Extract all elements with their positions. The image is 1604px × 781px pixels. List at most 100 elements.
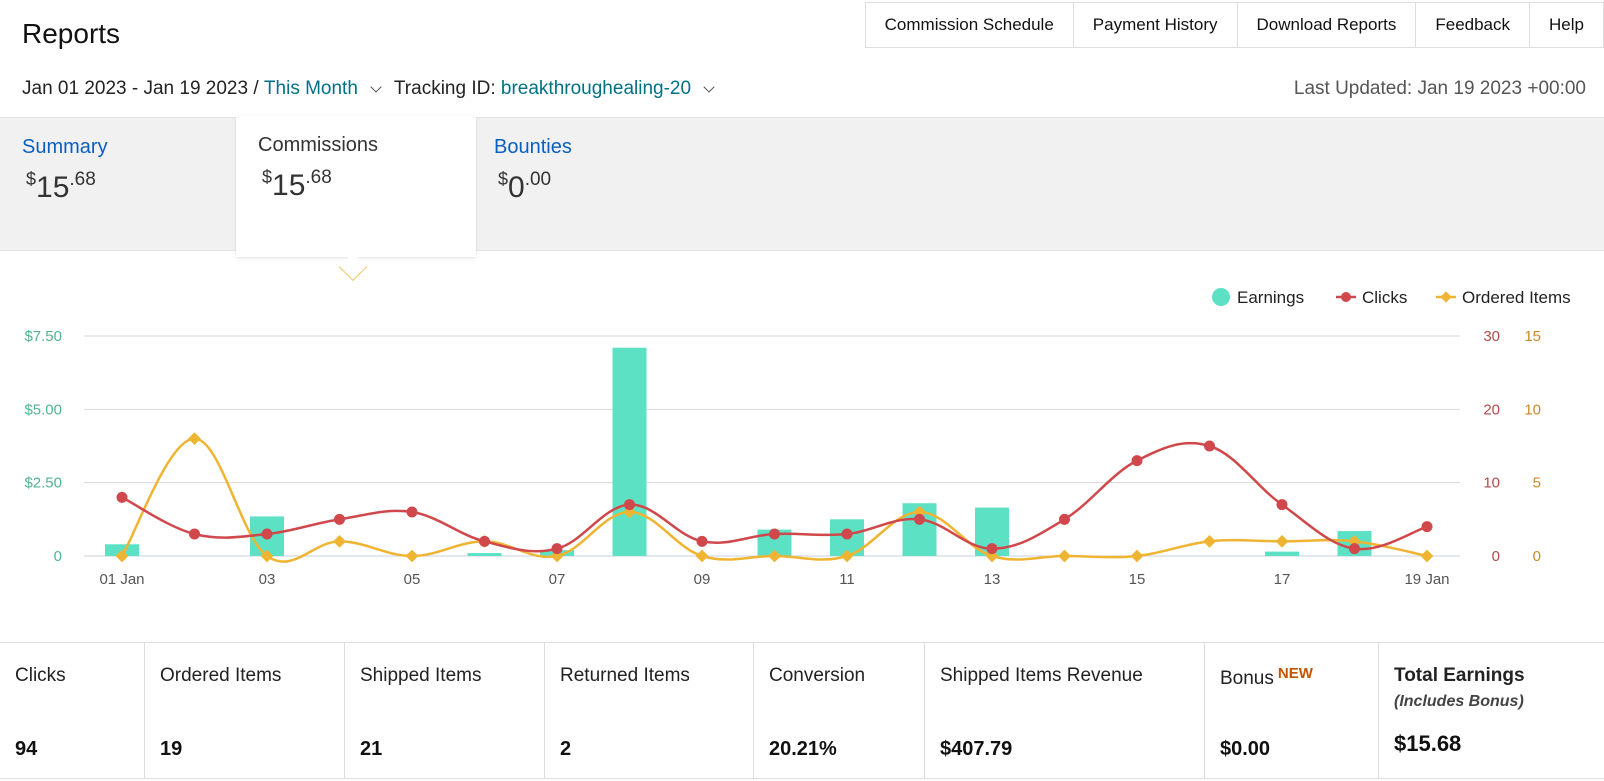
stat-value: 21 <box>360 738 383 760</box>
clicks-point <box>1276 499 1288 511</box>
legend-clicks-label: Clicks <box>1362 288 1407 307</box>
clicks-point <box>986 543 998 555</box>
legend-earnings-swatch <box>1212 288 1230 306</box>
clicks-point <box>624 499 635 511</box>
stat-value: 2 <box>560 738 572 760</box>
clicks-point <box>1349 543 1360 555</box>
feedback-link[interactable]: Feedback <box>1416 3 1531 47</box>
stat-label: Bonus NEW <box>1220 665 1313 689</box>
clicks-point <box>914 513 925 525</box>
ordered-items-point <box>333 534 346 548</box>
stat-label: Shipped Items Revenue <box>940 665 1143 686</box>
tab-bounties[interactable]: Bounties $0.00 <box>472 118 712 252</box>
x-tick-label: 13 <box>984 571 1001 588</box>
x-tick-label: 19 Jan <box>1404 571 1449 588</box>
y-right-tick-label: 10 <box>1483 475 1500 492</box>
tab-commissions-amount: $15.68 <box>262 167 332 202</box>
y-right-tick-label: 30 <box>1483 328 1500 345</box>
date-period-dropdown[interactable]: This Month <box>263 78 358 99</box>
y-right2-tick-label: 15 <box>1524 328 1541 345</box>
stat-label: Returned Items <box>560 665 690 686</box>
commission-schedule-link[interactable]: Commission Schedule <box>866 3 1074 47</box>
y-left-tick-label: $7.50 <box>24 328 62 345</box>
tab-commissions-label: Commissions <box>258 134 379 156</box>
stats-row: Clicks 94 Ordered Items 19 Shipped Items… <box>0 642 1604 779</box>
stat-value: $407.79 <box>940 738 1013 760</box>
y-right2-tick-label: 10 <box>1524 401 1541 418</box>
stat-returned-items: Returned Items 2 <box>545 643 754 778</box>
report-tabs: Summary $15.68 Commissions $15.68 Bounti… <box>0 116 1604 257</box>
stat-conversion: Conversion 20.21% <box>754 643 925 778</box>
clicks-point <box>841 528 853 540</box>
stat-label: Ordered Items <box>160 665 282 686</box>
clicks-point <box>1204 440 1215 452</box>
ordered-items-point <box>1203 534 1216 548</box>
y-right2-tick-label: 0 <box>1533 548 1541 565</box>
legend-ordered-swatch <box>1440 291 1452 303</box>
stat-bonus: Bonus NEW $0.00 <box>1205 643 1379 778</box>
chevron-down-icon[interactable] <box>703 81 715 93</box>
x-tick-label: 03 <box>259 571 276 588</box>
x-tick-label: 05 <box>404 571 421 588</box>
new-badge: NEW <box>1277 665 1313 682</box>
y-right-tick-label: 0 <box>1492 548 1500 565</box>
x-tick-label: 01 Jan <box>99 571 144 588</box>
tab-bounties-amount: $0.00 <box>498 169 552 204</box>
download-reports-link[interactable]: Download Reports <box>1238 3 1417 47</box>
legend-earnings-label: Earnings <box>1237 288 1304 307</box>
payment-history-link[interactable]: Payment History <box>1074 3 1238 47</box>
tab-bounties-label: Bounties <box>494 136 572 158</box>
chevron-down-icon[interactable] <box>370 81 382 93</box>
clicks-point <box>551 543 563 555</box>
help-link[interactable]: Help <box>1530 3 1604 47</box>
stat-shipped-items: Shipped Items 21 <box>345 643 545 778</box>
date-range-text: Jan 01 2023 - Jan 19 2023 / <box>22 78 259 99</box>
tab-summary[interactable]: Summary $15.68 <box>0 118 240 252</box>
legend-ordered-label: Ordered Items <box>1462 288 1571 307</box>
tab-commissions[interactable]: Commissions $15.68 <box>236 116 476 257</box>
ordered-items-line <box>120 437 1428 563</box>
clicks-point <box>261 528 273 540</box>
stat-value: $0.00 <box>1220 738 1271 760</box>
clicks-point <box>1131 455 1143 467</box>
clicks-point <box>116 491 128 503</box>
tracking-id-dropdown[interactable]: breakthroughealing-20 <box>500 78 692 99</box>
stat-label: Total Earnings <box>1394 665 1525 686</box>
y-left-tick-label: $2.50 <box>24 475 62 492</box>
stat-value: $15.68 <box>1394 731 1462 756</box>
stat-sublabel: (Includes Bonus) <box>1394 693 1524 710</box>
legend-clicks-swatch <box>1341 292 1351 302</box>
tracking-id-label: Tracking ID: <box>393 78 496 99</box>
clicks-point <box>769 528 780 540</box>
x-tick-label: 15 <box>1129 571 1146 588</box>
earnings-bar <box>467 553 502 556</box>
earnings-bar <box>612 347 647 556</box>
stat-value: 94 <box>15 738 38 760</box>
ordered-items-point <box>695 549 709 563</box>
stat-value: 20.21% <box>769 738 837 760</box>
y-right2-tick-label: 5 <box>1533 475 1541 492</box>
last-updated-text: Last Updated: Jan 19 2023 +00:00 <box>1293 78 1586 99</box>
clicks-point <box>1421 521 1433 533</box>
top-nav: Commission Schedule Payment History Down… <box>864 2 1604 48</box>
clicks-point <box>479 535 490 547</box>
stat-label: Clicks <box>15 665 66 686</box>
stat-total-earnings: Total Earnings (Includes Bonus) $15.68 <box>1379 643 1604 778</box>
stat-clicks: Clicks 94 <box>0 643 145 778</box>
x-tick-label: 07 <box>549 571 566 588</box>
ordered-items-point <box>405 549 419 563</box>
ordered-items-point <box>1130 549 1144 563</box>
x-tick-label: 11 <box>839 571 855 588</box>
stat-ordered-items: Ordered Items 19 <box>145 643 345 778</box>
stat-label: Conversion <box>769 665 866 686</box>
clicks-point <box>334 513 345 525</box>
x-tick-label: 09 <box>694 571 711 588</box>
tab-summary-label: Summary <box>22 136 108 158</box>
tab-summary-amount: $15.68 <box>26 169 96 204</box>
stat-label: Shipped Items <box>360 665 482 686</box>
earnings-bar <box>1265 551 1299 556</box>
clicks-point <box>1059 513 1070 525</box>
y-right-tick-label: 20 <box>1483 401 1500 418</box>
filter-bar: Jan 01 2023 - Jan 19 2023 / This Month T… <box>22 78 727 100</box>
